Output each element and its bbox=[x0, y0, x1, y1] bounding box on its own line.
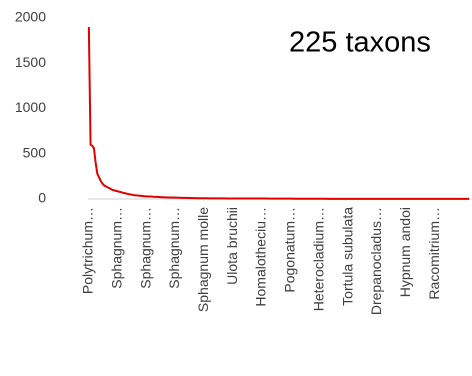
x-tick-label: Homalotheciu… bbox=[253, 207, 269, 307]
y-tick-label: 1500 bbox=[15, 54, 46, 70]
x-tick-label: Tortula subulata bbox=[339, 207, 355, 306]
x-tick-label: Pogonatum… bbox=[282, 207, 298, 293]
x-tick-label: Sphagnum… bbox=[108, 207, 124, 289]
x-tick-label: Sphagnum molle bbox=[195, 207, 211, 312]
x-tick-label: Drepanocladus… bbox=[368, 207, 384, 315]
x-tick-label: Hypnum andoi bbox=[397, 207, 413, 297]
x-tick-label: Sphagnum… bbox=[137, 207, 153, 289]
x-tick-label: Sphagnum… bbox=[166, 207, 182, 289]
data-line bbox=[87, 27, 470, 200]
chart-title: 225 taxons bbox=[289, 27, 431, 59]
y-tick-label: 500 bbox=[23, 144, 47, 160]
y-tick-label: 1000 bbox=[15, 99, 46, 115]
x-tick-label: Racomitrium… bbox=[426, 207, 442, 300]
x-tick-label: Heterocladium… bbox=[310, 207, 326, 311]
x-tick-label: Polytrichum… bbox=[80, 207, 96, 294]
y-tick-label: 0 bbox=[38, 190, 46, 206]
x-tick-label: Ulota bruchii bbox=[224, 207, 240, 285]
y-tick-label: 2000 bbox=[15, 9, 46, 25]
